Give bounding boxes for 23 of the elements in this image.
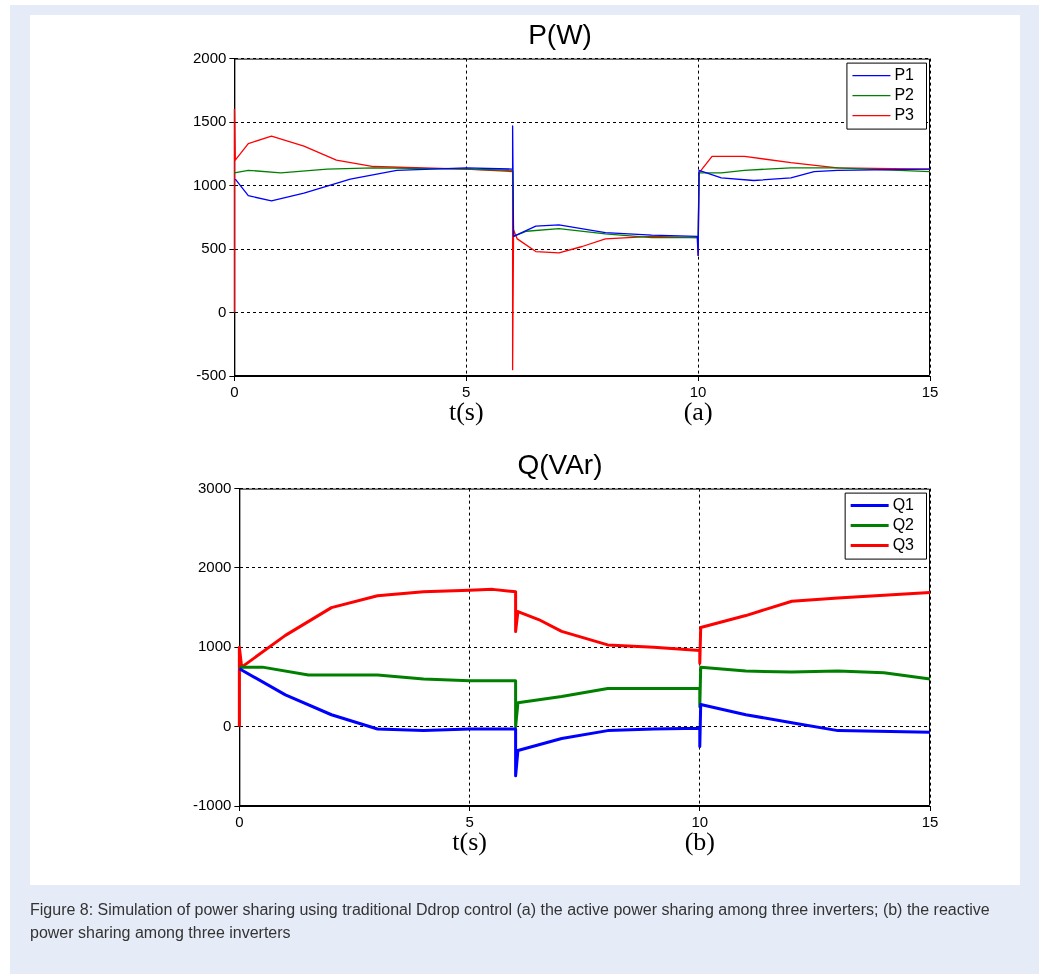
- x-tick-label: 0: [235, 813, 244, 831]
- y-tick-label: 2000: [197, 558, 232, 576]
- x-tick-label: 15: [921, 383, 939, 401]
- caption: Figure 8: Simulation of power sharing using traditional Ddrop control (a) the active power sharing among three inverters; (b) the reactive power sharing among three inverters: [30, 900, 991, 944]
- y-tick-label: -500: [196, 366, 227, 384]
- legend-label: Q2: [892, 516, 915, 534]
- x-tick-label: 15: [921, 813, 939, 831]
- y-tick-label: -1000: [192, 796, 232, 814]
- y-tick-label: 0: [218, 302, 227, 320]
- legend-label: P3: [894, 106, 915, 124]
- y-tick-label: 1000: [192, 175, 227, 193]
- legend-label: Q3: [892, 536, 915, 554]
- y-tick-label: 0: [223, 716, 232, 734]
- legend-label: Q1: [892, 496, 915, 514]
- y-tick-label: 3000: [197, 478, 232, 496]
- legend-label: P2: [894, 86, 915, 104]
- y-tick-label: 500: [201, 239, 227, 257]
- y-tick-label: 1500: [192, 112, 227, 130]
- legend-label: P1: [894, 66, 915, 84]
- chart-title: Q(VAr): [517, 448, 603, 480]
- chart-title: P(W): [528, 18, 592, 50]
- y-tick-label: 2000: [192, 48, 227, 66]
- y-tick-label: 1000: [197, 637, 232, 655]
